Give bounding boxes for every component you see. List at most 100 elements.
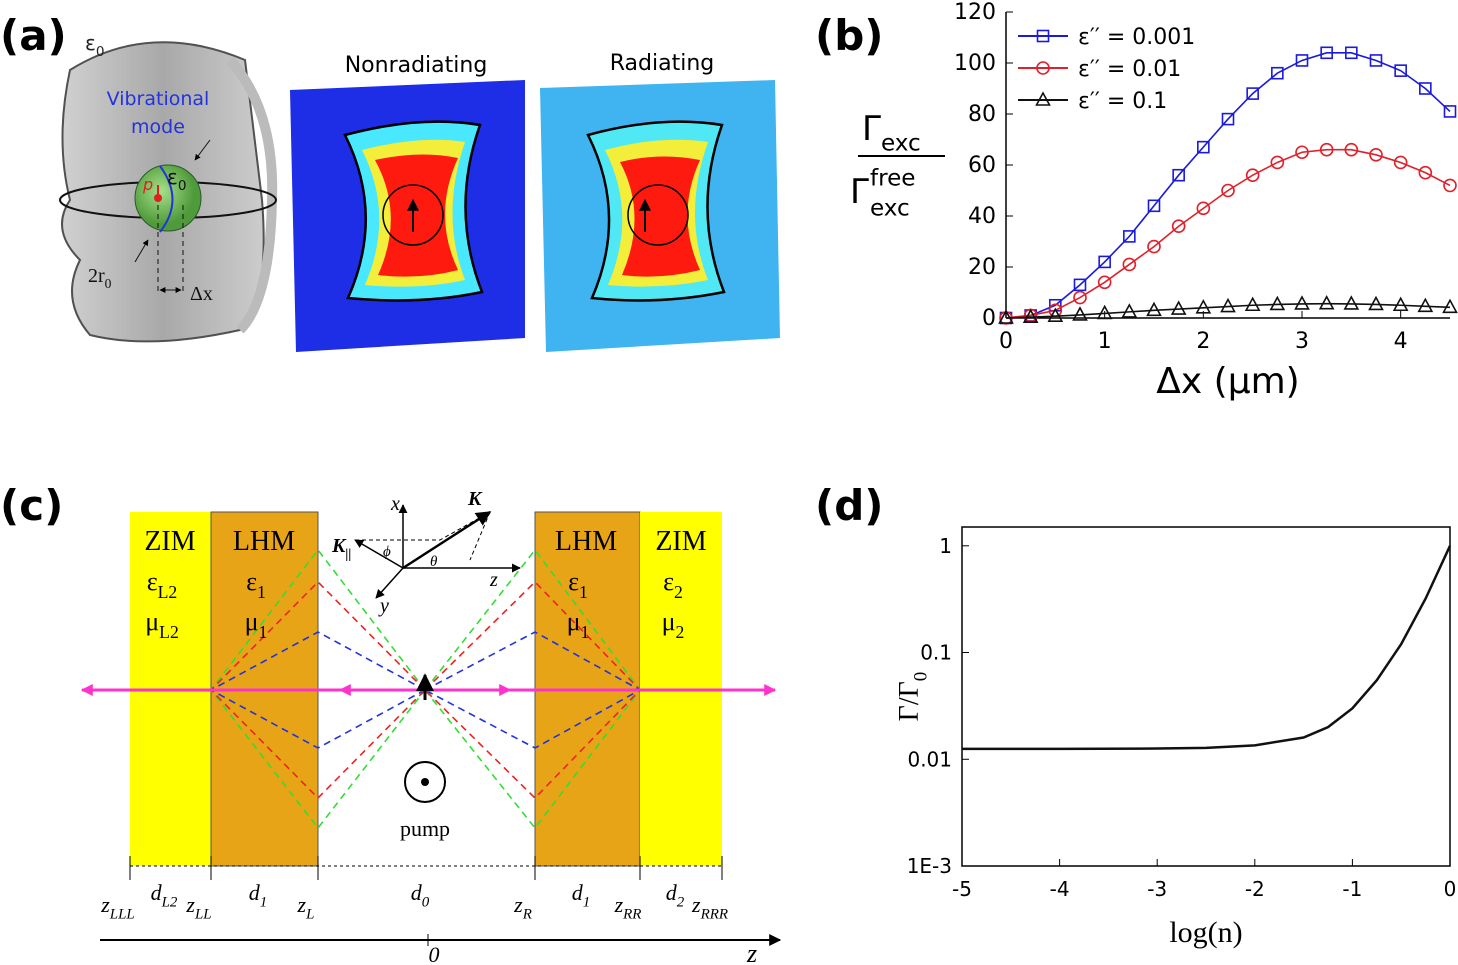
x-tick-label: -2 xyxy=(1245,877,1265,901)
y-axis-label-numerator-base: Γ xyxy=(862,109,881,149)
medium-label: ε0 xyxy=(85,31,104,60)
dipole-label: p xyxy=(142,175,153,194)
marker xyxy=(1036,29,1050,43)
panel-label: (a) xyxy=(0,11,67,60)
thickness-label-sub: 0 xyxy=(422,895,430,911)
data-line xyxy=(1005,148,1451,319)
boundary-label-base: z xyxy=(100,892,110,917)
boundary-label-base: z xyxy=(185,892,195,917)
plot-frame xyxy=(961,526,1451,867)
y-axis-label-denominator-sup: free xyxy=(870,166,916,192)
boundary-label-base: z xyxy=(297,892,307,917)
marker xyxy=(1196,201,1211,216)
marker xyxy=(1369,148,1383,162)
marker xyxy=(1394,64,1407,77)
boundary-label-sub: RRR xyxy=(700,907,728,923)
k-label: K xyxy=(467,488,483,510)
y-tick-label: 60 xyxy=(968,153,996,178)
y-tick-label: 20 xyxy=(968,255,996,280)
marker xyxy=(1022,308,1039,324)
boundary-label: zR xyxy=(513,892,532,923)
k-parallel-base: K xyxy=(331,535,347,557)
legend-label: ε′′ = 0.001 xyxy=(1078,25,1195,50)
sphere-label: ε0 xyxy=(167,165,186,194)
marker xyxy=(1294,295,1310,310)
layer-name: ZIM xyxy=(144,526,195,557)
boundary-label-sub: L xyxy=(305,907,314,923)
marker xyxy=(1345,46,1358,60)
x-axis-label: log(n) xyxy=(1169,916,1242,949)
marker xyxy=(1344,142,1359,157)
marker xyxy=(1369,54,1383,67)
k-parallel: K|| xyxy=(331,535,351,561)
layer-eps-sub: 1 xyxy=(257,582,266,602)
boundary-label-base: z xyxy=(513,892,523,917)
layer-eps: ε1 xyxy=(246,567,266,602)
y-axis-label-denominator: Γfree exc xyxy=(850,166,916,222)
layer-mu-sub: 1 xyxy=(259,622,268,642)
marker xyxy=(1295,54,1309,67)
thickness-label-base: d xyxy=(151,880,163,905)
z-axis-label: z xyxy=(746,939,757,965)
marker xyxy=(1246,87,1259,100)
map-title: Nonradiating xyxy=(345,53,488,78)
radius-label-sub: 0 xyxy=(105,276,112,291)
layer-mu: μ1 xyxy=(245,607,268,642)
layer-eps: ε2 xyxy=(663,567,683,602)
mode-label: mode xyxy=(131,116,185,138)
axis-x: x xyxy=(390,493,400,515)
k-parallel-sub: || xyxy=(345,546,351,561)
marker xyxy=(1035,91,1051,106)
x-tick-label: 0 xyxy=(1444,877,1457,901)
x-tick-label: -1 xyxy=(1342,877,1362,901)
thickness-label-sub: 2 xyxy=(677,895,685,911)
legend-label: ε′′ = 0.01 xyxy=(1078,57,1181,82)
marker xyxy=(1245,168,1260,182)
marker xyxy=(1271,66,1284,80)
y-axis-label-numerator: Γexc xyxy=(862,109,921,156)
layer-mu-base: μ xyxy=(245,607,259,636)
thickness-label: d1 xyxy=(572,880,590,911)
marker xyxy=(1269,295,1286,311)
boundary-label-sub: R xyxy=(522,907,532,923)
y-tick-label: 0.01 xyxy=(907,747,952,771)
y-tick-label: 1 xyxy=(939,534,952,558)
panel-a-drawing xyxy=(59,41,780,352)
thickness-label: d0 xyxy=(411,880,430,911)
sphere-label-base: ε xyxy=(167,165,178,189)
boundary-label: zLLL xyxy=(100,892,135,923)
y-tick-label: 120 xyxy=(954,0,996,25)
marker xyxy=(1270,155,1285,170)
marker xyxy=(1172,168,1185,182)
mode-label: Vibrational xyxy=(107,88,210,110)
marker xyxy=(1442,298,1458,314)
marker xyxy=(1320,46,1333,60)
shift-label: Δx xyxy=(190,283,213,305)
y-tick-label: 80 xyxy=(968,102,996,127)
layer-eps: εL2 xyxy=(147,567,178,602)
marker xyxy=(1123,230,1136,243)
medium-label-sub: 0 xyxy=(96,44,105,60)
layer-mu-sub: L2 xyxy=(159,622,179,642)
thickness-label: d1 xyxy=(249,880,267,911)
data-line xyxy=(1005,52,1451,319)
thickness-label-base: d xyxy=(249,880,261,905)
y-axis-label-sub: 0 xyxy=(911,672,932,682)
marker xyxy=(1197,140,1210,154)
marker xyxy=(1418,165,1433,180)
radius-label-base: 2r xyxy=(88,265,105,287)
phi-label: ϕ xyxy=(383,544,391,560)
marker xyxy=(1244,296,1261,312)
layer-mu: μL2 xyxy=(145,607,179,642)
panel-label: (c) xyxy=(0,481,63,530)
layer-eps-base: ε xyxy=(568,567,579,596)
thickness-label: dL2 xyxy=(151,880,178,911)
y-tick-label: 0.1 xyxy=(920,641,952,665)
y-axis-label-numerator-sub: exc xyxy=(881,130,921,156)
marker xyxy=(1393,155,1408,170)
marker xyxy=(1047,307,1064,323)
panel-label: (d) xyxy=(815,481,883,530)
layer-eps-sub: L2 xyxy=(158,582,178,602)
y-axis-label: Γ/Γ0 xyxy=(894,672,932,722)
